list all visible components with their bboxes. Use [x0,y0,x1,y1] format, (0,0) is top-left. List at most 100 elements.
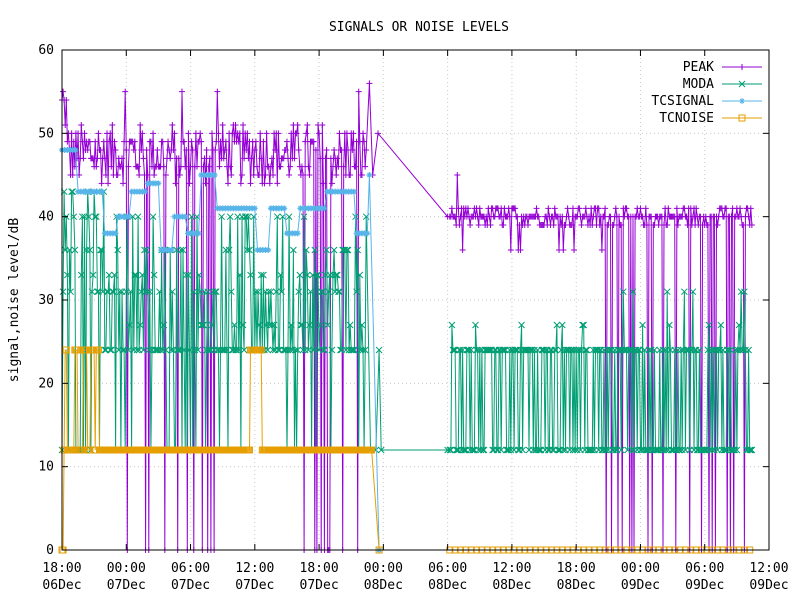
data-point [136,321,144,329]
data-point [457,346,464,354]
data-point [98,180,105,187]
data-point [350,346,357,354]
data-point [639,213,646,220]
data-point [587,446,595,454]
data-point [333,271,341,279]
data-point [343,246,351,254]
data-point [362,163,369,170]
data-point [689,288,697,296]
data-point [350,188,357,195]
data-point [91,213,99,221]
data-point [330,163,337,170]
data-point [656,346,664,354]
data-point [566,446,574,454]
x-tick-label: 07Dec [107,578,146,593]
data-point [375,346,383,354]
data-point [194,346,202,354]
data-point [198,138,205,145]
data-point [711,446,718,454]
data-point [724,346,732,354]
data-point [228,172,235,178]
data-point [456,222,463,228]
data-point [155,180,162,187]
data-point [281,346,289,354]
data-point [703,446,711,454]
data-point [643,222,650,228]
data-point [330,246,338,254]
data-point [505,446,513,454]
data-point [670,446,678,454]
data-point [130,346,138,354]
data-point [176,172,183,178]
data-point [159,138,166,145]
data-point [240,346,248,354]
data-point [198,321,206,329]
data-point [291,155,298,162]
data-point [243,147,250,153]
y-tick-label: 30 [38,293,54,308]
data-point [700,446,708,454]
data-point [60,88,67,95]
data-point [120,180,127,187]
data-point [704,346,712,354]
data-point [114,172,121,178]
data-point [317,288,325,296]
data-point [737,288,745,296]
data-point [623,205,630,212]
x-tick-label: 09Dec [749,578,788,593]
data-point [610,222,617,228]
data-point [107,346,115,354]
data-point [175,155,182,162]
data-point [325,288,333,296]
data-point [449,346,457,354]
data-point [188,138,195,145]
data-point [355,88,362,95]
data-point [287,321,295,329]
data-point [285,213,293,221]
data-point [476,205,483,212]
data-point [454,446,462,454]
data-point [331,147,338,153]
data-point [233,346,240,354]
data-point [160,163,167,170]
data-point [484,346,492,354]
data-point [286,346,294,354]
data-point [154,147,161,153]
data-point [479,446,487,454]
data-point [467,222,474,228]
data-point [736,346,744,354]
data-point [338,147,345,153]
data-point [447,446,455,454]
data-point [97,147,104,153]
data-point [677,346,685,354]
data-point [111,138,118,145]
data-point [314,271,322,279]
x-tick-label: 00:00 [621,561,660,576]
data-point [144,288,152,296]
legend-marker [738,114,746,122]
data-point [467,346,475,354]
data-point [126,321,133,329]
data-point [632,346,640,354]
data-point [189,147,196,153]
data-point [473,346,480,354]
x-tick-label: 08Dec [428,578,467,593]
data-point [741,288,748,296]
data-point [511,346,519,354]
data-point [302,246,310,254]
data-point [134,213,142,221]
data-point [267,163,274,170]
data-point [486,346,493,354]
data-point [156,288,163,296]
data-point [265,288,273,296]
data-point [261,180,268,187]
data-point [637,446,644,454]
data-point [243,246,251,254]
data-point [94,346,102,354]
data-point [585,446,593,454]
data-point [310,346,318,354]
data-point [296,271,304,279]
data-point [574,346,582,354]
data-point [95,130,102,137]
data-point [657,446,665,454]
